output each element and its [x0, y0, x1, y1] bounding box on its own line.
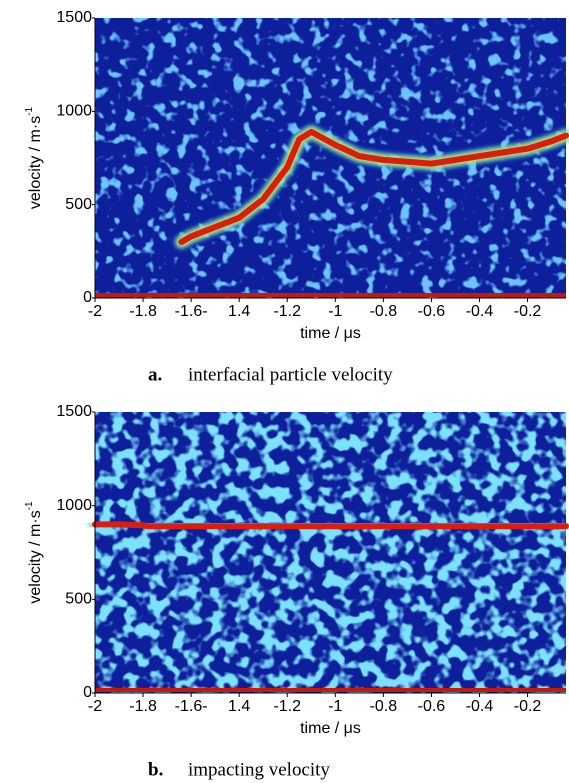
x-tick-label: -0.8	[370, 698, 398, 715]
x-tick-label: -2	[88, 698, 102, 715]
y-axis-label: velocity / m·s-1	[24, 106, 45, 209]
y-axis-label-text: velocity / m·s	[27, 510, 44, 603]
x-tick-label: -2	[88, 303, 102, 320]
ridge-line	[92, 521, 569, 530]
caption-letter: b.	[148, 759, 163, 780]
y-axis-label-sup: -1	[24, 106, 35, 115]
y-tick-label: 500	[65, 196, 92, 213]
x-tick-label: -0.4	[466, 698, 494, 715]
y-tick-label: 1500	[56, 403, 92, 420]
x-tick-label: -1.8	[129, 698, 157, 715]
x-tick-label: 1.4	[228, 303, 250, 320]
y-tick-label: 1500	[56, 9, 92, 26]
zero-band	[95, 293, 566, 297]
y-axis-label-sup: -1	[24, 501, 35, 510]
x-tick-label: -1.8	[129, 303, 157, 320]
chart: 0 500 1000 1500 -2 -1.8 -1.6- 1.4 -1.2 -1 -0.8 -0.6…	[24, 403, 569, 780]
x-tick-label: -0.2	[514, 698, 542, 715]
caption: interfacial particle velocity	[188, 364, 393, 385]
chart: 0 500 1000 1500 -2 -1.8 -1.6- 1.4 -1.2 -1 -0.8 -0.6…	[24, 9, 569, 385]
x-tick-label: 1.4	[228, 698, 250, 715]
y-tick-label: 0	[83, 289, 92, 306]
x-tick-label: -1	[328, 698, 342, 715]
x-tick-label: -0.6	[418, 698, 446, 715]
y-axis-label: velocity / m·s-1	[24, 501, 45, 604]
y-tick-label: 1000	[56, 497, 92, 514]
zero-band	[95, 688, 566, 692]
x-tick-label: -0.6	[418, 303, 446, 320]
ridge-line	[178, 128, 569, 245]
x-tick-label: -0.4	[466, 303, 494, 320]
x-tick-label: -1.2	[273, 698, 301, 715]
x-tick-label: -0.8	[370, 303, 398, 320]
x-axis-label: time / μs	[300, 720, 361, 737]
y-axis-label-text: velocity / m·s	[27, 116, 44, 209]
caption-letter: a.	[148, 364, 162, 385]
x-axis-label: time / μs	[300, 325, 361, 342]
x-tick-label: -1.6-	[175, 698, 208, 715]
x-tick-label: -1.2	[273, 303, 301, 320]
caption: impacting velocity	[188, 759, 330, 780]
y-tick-label: 0	[83, 684, 92, 701]
y-tick-label: 500	[65, 591, 92, 608]
x-tick-label: -1	[328, 303, 342, 320]
x-tick-label: -1.6-	[175, 303, 208, 320]
noise	[95, 412, 566, 693]
x-tick-label: -0.2	[514, 303, 542, 320]
y-tick-label: 1000	[56, 103, 92, 120]
